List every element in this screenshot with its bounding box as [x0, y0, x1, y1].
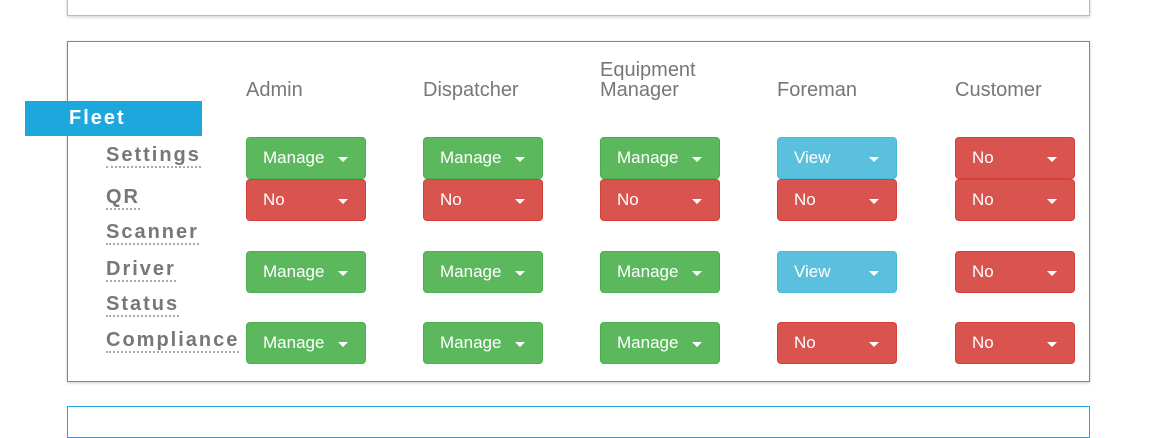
row-label-text: Driver: [106, 258, 176, 282]
permission-value: No: [972, 190, 994, 209]
permission-value: No: [972, 262, 994, 281]
row-label: Status: [106, 286, 180, 322]
permission-dropdown[interactable]: No: [246, 179, 366, 221]
permission-value: Manage: [617, 333, 679, 352]
column-header-label: Foreman: [777, 79, 858, 101]
caret-down-icon: [692, 157, 702, 162]
caret-down-icon: [338, 199, 348, 204]
permission-dropdown[interactable]: No: [777, 179, 897, 221]
permission-value: View: [794, 262, 831, 281]
caret-down-icon: [1047, 342, 1057, 347]
row-label: QR: [106, 179, 140, 215]
caret-down-icon: [1047, 271, 1057, 276]
caret-down-icon: [869, 199, 879, 204]
caret-down-icon: [692, 342, 702, 347]
column-header: Foreman: [777, 56, 947, 100]
row-label-text: Compliance: [106, 329, 240, 353]
column-header: Equipment Manager: [600, 56, 770, 100]
permission-value: No: [440, 190, 462, 209]
permission-dropdown[interactable]: No: [600, 179, 720, 221]
permission-dropdown[interactable]: Manage: [600, 137, 720, 179]
permission-dropdown[interactable]: Manage: [600, 322, 720, 364]
column-header-label: Admin: [246, 79, 303, 101]
permission-dropdown[interactable]: No: [955, 179, 1075, 221]
permission-dropdown[interactable]: No: [777, 322, 897, 364]
caret-down-icon: [338, 342, 348, 347]
column-header: Admin: [246, 56, 416, 100]
caret-down-icon: [338, 157, 348, 162]
section-title: Fleet: [25, 101, 202, 136]
row-label: Driver: [106, 251, 176, 287]
caret-down-icon: [869, 271, 879, 276]
previous-card: [67, 0, 1090, 16]
caret-down-icon: [869, 157, 879, 162]
next-card: [67, 406, 1090, 438]
caret-down-icon: [515, 342, 525, 347]
permission-value: No: [794, 333, 816, 352]
permission-value: No: [617, 190, 639, 209]
permission-value: View: [794, 148, 831, 167]
permission-value: Manage: [440, 148, 502, 167]
permission-value: Manage: [440, 333, 502, 352]
row-label: Settings: [106, 137, 201, 173]
permission-value: Manage: [263, 333, 325, 352]
permission-dropdown[interactable]: No: [955, 322, 1075, 364]
caret-down-icon: [692, 199, 702, 204]
permissions-card: [67, 41, 1090, 382]
column-header-label: Equipment Manager: [600, 59, 696, 101]
permission-dropdown[interactable]: Manage: [246, 137, 366, 179]
column-header-label: Dispatcher: [423, 79, 519, 101]
permission-value: No: [972, 148, 994, 167]
row-label-text: Scanner: [106, 221, 199, 245]
permission-dropdown[interactable]: Manage: [246, 251, 366, 293]
row-label-text: QR: [106, 186, 140, 210]
permission-dropdown[interactable]: Manage: [600, 251, 720, 293]
permission-dropdown[interactable]: No: [955, 137, 1075, 179]
permission-dropdown[interactable]: Manage: [423, 137, 543, 179]
permission-value: Manage: [617, 262, 679, 281]
caret-down-icon: [515, 271, 525, 276]
caret-down-icon: [1047, 157, 1057, 162]
permission-value: Manage: [263, 262, 325, 281]
permission-value: No: [794, 190, 816, 209]
row-label: Compliance: [106, 322, 240, 358]
row-label: Scanner: [106, 214, 199, 250]
column-header: Dispatcher: [423, 56, 593, 100]
caret-down-icon: [515, 157, 525, 162]
permission-dropdown[interactable]: View: [777, 251, 897, 293]
caret-down-icon: [1047, 199, 1057, 204]
permission-dropdown[interactable]: Manage: [423, 251, 543, 293]
permission-dropdown[interactable]: No: [955, 251, 1075, 293]
permission-value: Manage: [617, 148, 679, 167]
column-header-label: Customer: [955, 79, 1042, 101]
permission-dropdown[interactable]: Manage: [423, 322, 543, 364]
permission-value: Manage: [440, 262, 502, 281]
row-label-text: Status: [106, 293, 180, 317]
row-label-text: Settings: [106, 144, 201, 168]
caret-down-icon: [515, 199, 525, 204]
permission-value: Manage: [263, 148, 325, 167]
permission-dropdown[interactable]: Manage: [246, 322, 366, 364]
permission-value: No: [972, 333, 994, 352]
permission-dropdown[interactable]: View: [777, 137, 897, 179]
permission-value: No: [263, 190, 285, 209]
caret-down-icon: [692, 271, 702, 276]
caret-down-icon: [869, 342, 879, 347]
column-header: Customer: [955, 56, 1125, 100]
permission-dropdown[interactable]: No: [423, 179, 543, 221]
caret-down-icon: [338, 271, 348, 276]
